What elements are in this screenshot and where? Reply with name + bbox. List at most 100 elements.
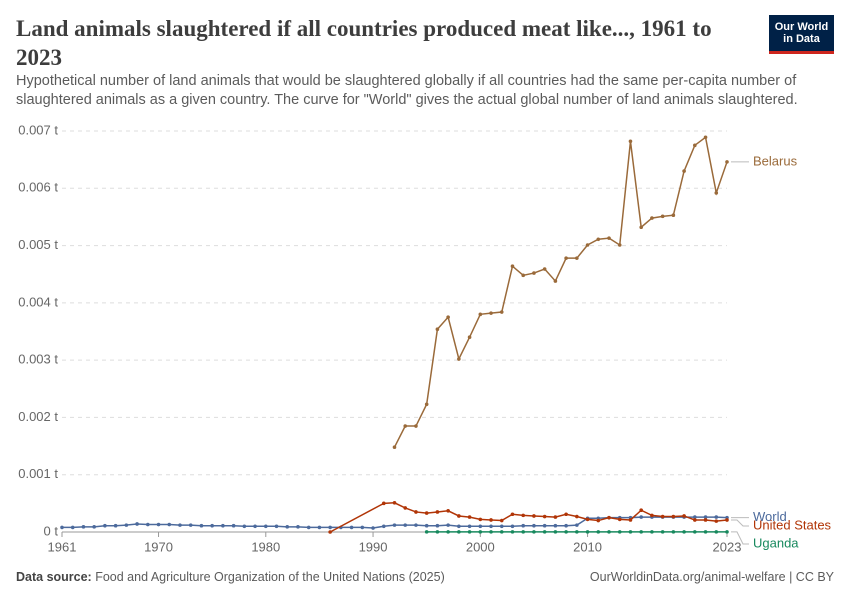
data-point [349, 525, 354, 530]
data-point [703, 515, 708, 519]
data-point [575, 514, 579, 519]
data-point [693, 515, 697, 519]
data-point [392, 523, 397, 527]
data-point [671, 514, 676, 519]
data-point [650, 513, 654, 518]
data-point [510, 524, 515, 529]
data-point [510, 512, 515, 517]
x-tick-label: 1990 [359, 539, 388, 554]
logo[interactable]: Our World in Data [769, 15, 834, 54]
data-point [317, 525, 322, 530]
x-tick-label: 1980 [251, 539, 280, 554]
data-point [103, 523, 107, 528]
data-point [564, 256, 568, 260]
data-point [178, 523, 182, 527]
data-point [553, 279, 558, 283]
data-point [478, 312, 483, 317]
data-point [499, 518, 504, 523]
y-tick-label: 0.006 t [18, 180, 58, 195]
data-point [263, 524, 268, 529]
legend-label: World [753, 509, 787, 524]
data-point [221, 523, 225, 528]
data-point [585, 517, 590, 522]
y-tick-label: 0.003 t [18, 352, 58, 367]
data-point [414, 523, 418, 527]
data-point [478, 530, 483, 534]
data-point [499, 530, 504, 534]
data-point [457, 357, 461, 361]
data-point [596, 518, 601, 523]
data-point [414, 510, 418, 514]
data-point [585, 530, 590, 534]
data-point [542, 530, 547, 534]
data-point [435, 530, 440, 534]
data-point [92, 525, 96, 529]
data-point [703, 518, 708, 522]
data-point [499, 310, 504, 314]
data-point [607, 515, 611, 520]
data-point [306, 525, 311, 530]
data-point [639, 515, 643, 519]
data-point [703, 530, 708, 534]
data-point [693, 530, 697, 534]
x-tick-label: 2023 [713, 539, 742, 554]
data-point [457, 524, 461, 529]
data-point [510, 530, 515, 534]
data-point [617, 243, 622, 247]
data-point [564, 523, 568, 528]
data-point [542, 514, 547, 519]
data-point [617, 517, 622, 522]
data-point [446, 523, 450, 527]
data-point [596, 237, 601, 242]
data-point [725, 160, 729, 164]
data-point [435, 327, 440, 332]
data-point [124, 523, 129, 527]
data-point [489, 311, 493, 315]
data-point [113, 523, 118, 528]
data-point [650, 530, 654, 534]
data-point [146, 522, 150, 527]
data-point [60, 525, 64, 530]
series-line [329, 502, 728, 533]
data-point [650, 216, 654, 220]
data-point [575, 530, 579, 534]
data-point [660, 514, 665, 519]
y-tick-label: 0 t [44, 523, 59, 538]
data-point [499, 524, 504, 529]
data-point [553, 523, 558, 528]
data-point [628, 518, 633, 522]
data-point [682, 514, 686, 518]
y-tick-label: 0.002 t [18, 409, 58, 424]
data-point [231, 523, 236, 528]
data-point [457, 530, 461, 534]
data-point [532, 523, 536, 528]
data-point [532, 514, 536, 518]
source-text: Food and Agriculture Organization of the… [95, 570, 445, 584]
logo-text: Our World [774, 21, 829, 33]
data-point [478, 524, 483, 529]
data-point [510, 264, 515, 268]
credit[interactable]: OurWorldinData.org/animal-welfare | CC B… [589, 570, 834, 584]
logo-text: in Data [783, 33, 820, 45]
data-point [521, 523, 526, 528]
data-point [564, 530, 568, 534]
data-point [714, 519, 719, 523]
data-point [693, 518, 697, 522]
data-point [403, 523, 408, 527]
data-point [81, 525, 86, 529]
data-point [489, 518, 493, 522]
data-point [564, 512, 568, 517]
x-tick-label: 2000 [466, 539, 495, 554]
data-point [725, 530, 729, 534]
y-tick-label: 0.005 t [18, 237, 58, 252]
data-point [682, 530, 686, 534]
data-point [414, 424, 418, 428]
data-point [693, 143, 697, 148]
data-point [296, 525, 300, 529]
data-point [467, 530, 472, 534]
y-tick-label: 0.004 t [18, 294, 58, 309]
series-line [393, 135, 728, 448]
legend-label: Uganda [753, 535, 799, 550]
